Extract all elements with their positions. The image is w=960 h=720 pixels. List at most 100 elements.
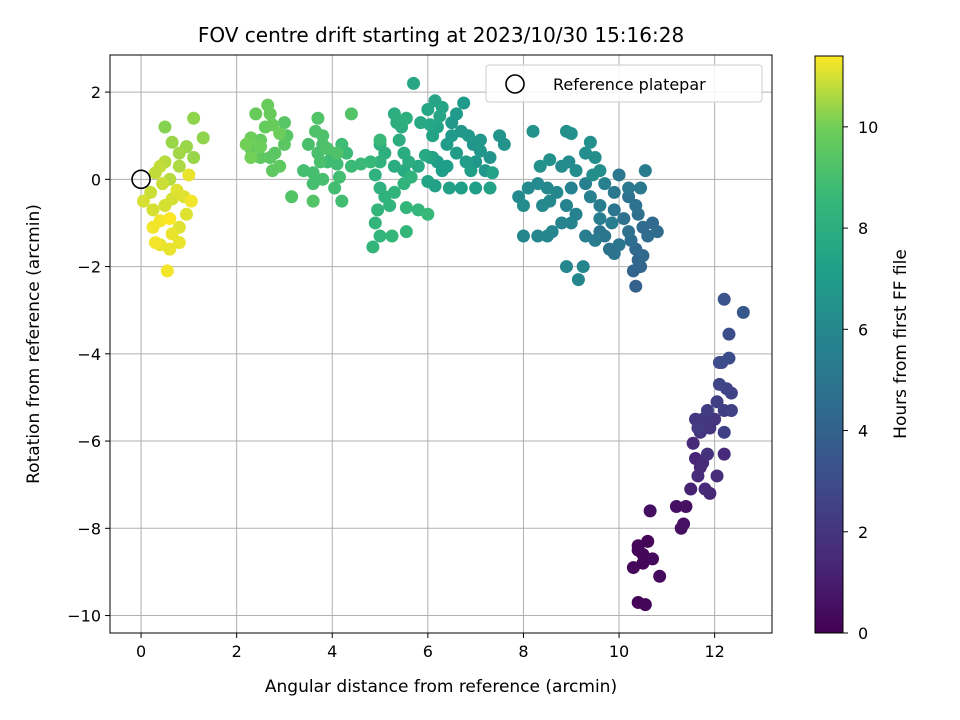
data-point (387, 185, 401, 199)
data-point (344, 159, 358, 173)
y-axis-label: Rotation from reference (arcmin) (24, 204, 44, 484)
data-point (576, 260, 590, 274)
data-point (724, 386, 738, 400)
data-point (636, 556, 650, 570)
colorbar-tick-label: 6 (858, 320, 868, 339)
data-point (540, 229, 554, 243)
data-point (172, 146, 186, 160)
data-point (165, 227, 179, 241)
data-point (399, 111, 413, 125)
data-point (555, 216, 569, 230)
x-tick-label: 8 (518, 642, 528, 661)
data-point (493, 129, 507, 143)
colorbar: 0 2 4 6 8 10 Hours from first FF file (814, 55, 911, 643)
y-tick-label: −10 (67, 607, 101, 626)
data-point (383, 198, 397, 212)
data-point (261, 98, 275, 112)
data-point (399, 225, 413, 239)
data-point (583, 135, 597, 149)
data-point (184, 194, 198, 208)
data-point (454, 181, 468, 195)
data-point (373, 229, 387, 243)
data-point (414, 116, 428, 130)
data-point (335, 194, 349, 208)
data-point (266, 164, 280, 178)
chart-title: FOV centre drift starting at 2023/10/30 … (198, 23, 684, 47)
data-point (263, 151, 277, 165)
data-point (485, 166, 499, 180)
data-point (571, 273, 585, 287)
data-point (579, 177, 593, 191)
x-axis-ticks: 0 2 4 6 8 10 12 (136, 633, 725, 661)
data-point (373, 155, 387, 169)
data-point (148, 236, 162, 250)
y-tick-label: 2 (91, 83, 101, 102)
data-point (531, 229, 545, 243)
data-point (543, 153, 557, 167)
data-point (622, 181, 636, 195)
legend-box (485, 64, 763, 103)
data-point (643, 504, 657, 518)
data-point (700, 447, 714, 461)
colorbar-tick-label: 4 (858, 422, 868, 441)
data-point (165, 135, 179, 149)
data-point (469, 181, 483, 195)
colorbar-label: Hours from first FF file (891, 249, 911, 439)
data-point (179, 207, 193, 221)
data-point (674, 521, 688, 535)
data-point (483, 151, 497, 165)
colorbar-gradient (814, 55, 844, 634)
data-point (717, 447, 731, 461)
plot-frame (109, 54, 773, 634)
data-point (629, 279, 643, 293)
data-point (330, 157, 344, 171)
data-point (244, 151, 258, 165)
data-point (316, 129, 330, 143)
x-axis-label: Angular distance from reference (arcmin) (265, 677, 617, 697)
data-point (669, 499, 683, 513)
x-tick-label: 12 (704, 642, 724, 661)
data-point (196, 131, 210, 145)
data-point (285, 190, 299, 204)
data-points (131, 76, 750, 612)
data-point (717, 292, 731, 306)
grid-lines (110, 55, 772, 633)
data-point (638, 164, 652, 178)
data-point (564, 181, 578, 195)
data-point (187, 151, 201, 165)
data-point (457, 96, 471, 110)
data-point (266, 118, 280, 132)
data-point (311, 111, 325, 125)
data-point (650, 225, 664, 239)
data-point (607, 203, 621, 217)
data-point (598, 177, 612, 191)
data-point (387, 159, 401, 173)
data-point (712, 377, 726, 391)
data-point (579, 229, 593, 243)
data-point (605, 216, 619, 230)
data-point (483, 181, 497, 195)
data-point (301, 137, 315, 151)
data-point (387, 107, 401, 121)
data-point (172, 159, 186, 173)
colorbar-tick-label: 0 (858, 624, 868, 643)
data-point (593, 198, 607, 212)
data-point (146, 203, 160, 217)
data-point (629, 198, 643, 212)
data-point (562, 155, 576, 169)
data-point (473, 133, 487, 147)
data-point (440, 137, 454, 151)
data-point (634, 181, 648, 195)
data-point (691, 421, 705, 435)
data-point (344, 107, 358, 121)
x-tick-label: 0 (136, 642, 146, 661)
data-point (397, 146, 411, 160)
data-point (399, 201, 413, 215)
data-point (373, 133, 387, 147)
y-tick-label: −6 (77, 432, 101, 451)
data-point (712, 356, 726, 370)
data-point (163, 212, 177, 226)
data-point (464, 164, 478, 178)
data-point (385, 229, 399, 243)
data-point (421, 207, 435, 221)
